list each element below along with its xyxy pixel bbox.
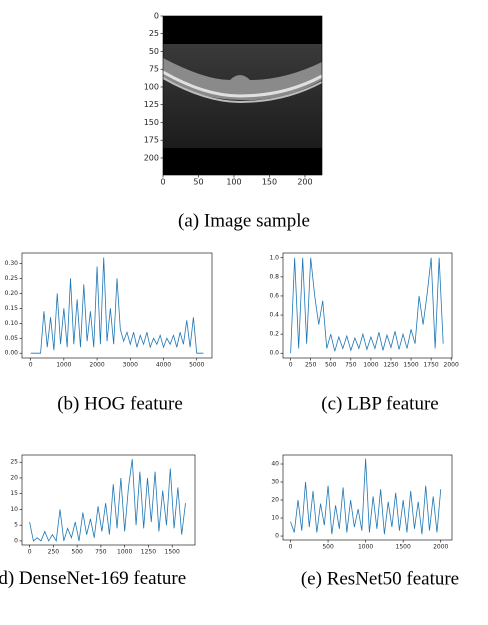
y-tick-label: 20 [271, 497, 279, 504]
feature-line [29, 459, 186, 543]
y-tick-label: 0.05 [5, 335, 19, 342]
x-tick-label: 0 [289, 544, 293, 551]
y-tick-label: 10 [271, 515, 279, 522]
y-tick-label: 10 [10, 506, 18, 513]
y-tick-label: 15 [10, 490, 18, 497]
x-tick-label: 4000 [156, 362, 171, 369]
x-tick-label: 0 [160, 178, 165, 187]
x-tick-label: 250 [305, 362, 317, 369]
y-tick-label: 0 [14, 537, 18, 544]
y-tick-label: 0.0 [269, 350, 279, 357]
axes-frame [162, 15, 323, 176]
caption: (a) Image sample [178, 210, 310, 231]
y-tick-label: 0.6 [269, 292, 279, 299]
y-tick-label: 200 [144, 153, 159, 162]
x-tick-label: 50 [193, 178, 203, 187]
x-tick-label: 1000 [56, 362, 71, 369]
y-tick-label: 0.15 [5, 305, 19, 312]
caption: (e) ResNet50 feature [301, 568, 459, 589]
x-tick-label: 2000 [444, 362, 459, 369]
x-tick-label: 1000 [363, 362, 378, 369]
x-tick-label: 500 [325, 362, 337, 369]
caption: (c) LBP feature [321, 393, 438, 414]
x-tick-label: 200 [297, 178, 312, 187]
x-tick-label: 1500 [165, 549, 180, 556]
y-tick-label: 0 [275, 533, 279, 540]
y-tick-label: 175 [144, 136, 159, 145]
y-tick-label: 0.00 [5, 350, 19, 357]
axes-frame [282, 252, 453, 359]
x-tick-label: 1750 [423, 362, 438, 369]
y-tick-label: 150 [144, 118, 159, 127]
axes-frame [282, 454, 453, 541]
y-tick-label: 0 [154, 12, 159, 21]
y-tick-label: 0.10 [5, 320, 19, 327]
x-tick-label: 250 [48, 549, 60, 556]
y-tick-label: 5 [14, 522, 18, 529]
oct-image [163, 16, 322, 175]
caption: (b) HOG feature [57, 393, 183, 414]
y-tick-label: 0.4 [269, 312, 279, 319]
x-tick-label: 500 [71, 549, 83, 556]
x-tick-label: 150 [262, 178, 277, 187]
y-tick-label: 100 [144, 82, 159, 91]
feature-line [30, 257, 204, 354]
y-tick-label: 125 [144, 100, 159, 109]
x-tick-label: 1500 [396, 544, 411, 551]
x-tick-label: 3000 [123, 362, 138, 369]
x-tick-label: 750 [95, 549, 107, 556]
x-tick-label: 750 [345, 362, 357, 369]
x-tick-label: 5000 [189, 362, 204, 369]
feature-line [290, 257, 444, 354]
caption: (d) DenseNet-169 feature [0, 568, 187, 589]
x-tick-label: 1250 [383, 362, 398, 369]
y-tick-label: 75 [149, 65, 159, 74]
caption-box: (d) DenseNet-169 feature [0, 568, 187, 589]
x-tick-label: 1500 [403, 362, 418, 369]
x-tick-label: 0 [289, 362, 293, 369]
x-tick-label: 100 [226, 178, 241, 187]
axes-frame [21, 252, 213, 359]
y-tick-label: 0.20 [5, 290, 19, 297]
x-tick-label: 1250 [141, 549, 156, 556]
feature-line [290, 458, 442, 535]
x-tick-label: 1000 [358, 544, 373, 551]
x-tick-label: 0 [29, 362, 33, 369]
axes-frame [21, 454, 196, 546]
x-tick-label: 500 [322, 544, 334, 551]
y-tick-label: 0.2 [269, 331, 279, 338]
x-tick-label: 2000 [89, 362, 104, 369]
y-tick-label: 0.25 [5, 275, 19, 282]
y-tick-label: 20 [10, 474, 18, 481]
y-tick-label: 0.30 [5, 260, 19, 267]
y-tick-label: 1.0 [269, 254, 279, 261]
y-tick-label: 25 [10, 459, 18, 466]
y-tick-label: 25 [149, 29, 159, 38]
x-tick-label: 1000 [117, 549, 132, 556]
y-tick-label: 50 [149, 47, 159, 56]
y-tick-label: 0.8 [269, 273, 279, 280]
x-tick-label: 0 [28, 549, 32, 556]
x-tick-label: 2000 [433, 544, 448, 551]
y-tick-label: 30 [271, 479, 279, 486]
y-tick-label: 40 [271, 461, 279, 468]
